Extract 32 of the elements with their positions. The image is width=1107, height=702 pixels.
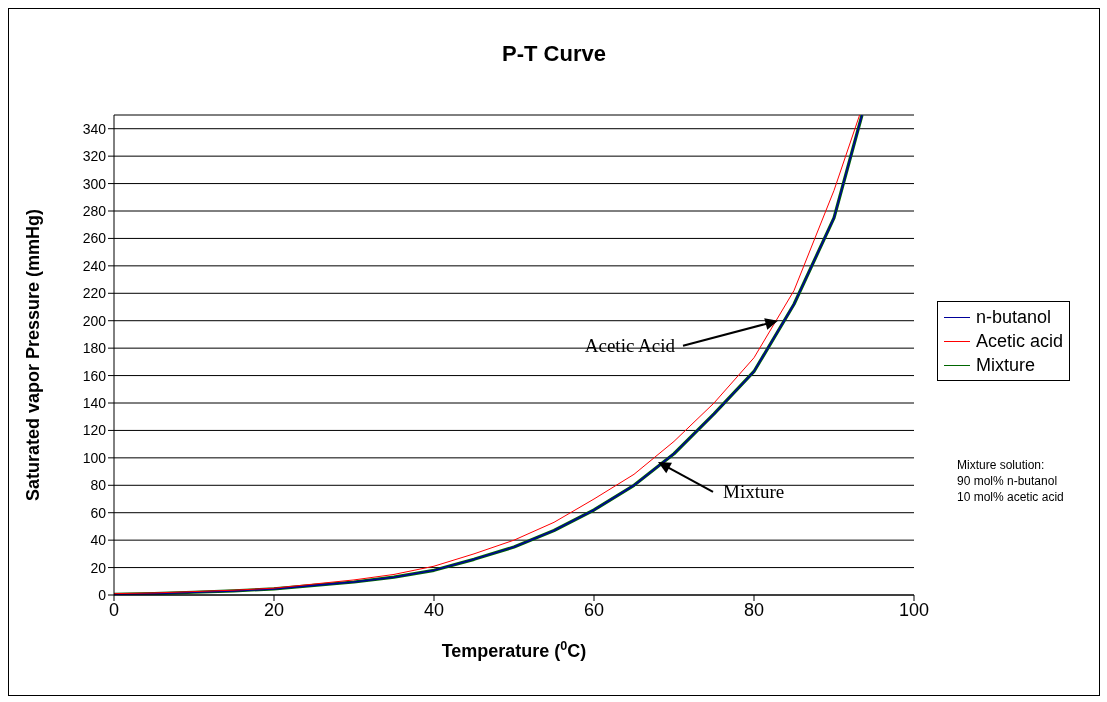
x-tick-label: 20 bbox=[263, 599, 285, 620]
y-tick-label: 0 bbox=[98, 586, 107, 603]
x-axis-title: Temperature ($^{0}$C) bbox=[441, 639, 587, 661]
text: Mixture solution: 90 mol% n-butanol 10 mol% acetic acid bbox=[957, 457, 1064, 505]
y-tick-label: 20 bbox=[90, 559, 107, 576]
y-tick-label: 140 bbox=[82, 394, 107, 411]
y-tick-label: 160 bbox=[82, 367, 107, 384]
y-tick-label: 220 bbox=[82, 285, 107, 302]
y-tick-label: 320 bbox=[82, 148, 107, 165]
x-tick-label: 80 bbox=[743, 599, 765, 620]
y-tick-label: 340 bbox=[82, 120, 107, 137]
y-tick-label: 240 bbox=[82, 257, 107, 274]
legend-label: Mixture bbox=[976, 354, 1036, 377]
y-tick-label: 80 bbox=[90, 477, 107, 494]
y-tick-label: 200 bbox=[82, 312, 107, 329]
legend-label: Acetic acid bbox=[976, 330, 1064, 353]
x-tick-label: 0 bbox=[108, 599, 120, 620]
y-tick-label: 260 bbox=[82, 230, 107, 247]
legend-label: n-butanol bbox=[976, 306, 1052, 329]
x-tick-label: 60 bbox=[583, 599, 605, 620]
chart-title: P-T Curve bbox=[501, 41, 607, 67]
y-tick-label: 280 bbox=[82, 202, 107, 219]
y-tick-label: 100 bbox=[82, 449, 107, 466]
y-axis-title: Saturated vapor Pressure (mmHg) bbox=[23, 208, 43, 502]
x-tick-label: 40 bbox=[423, 599, 445, 620]
x-tick-label: 100 bbox=[898, 599, 930, 620]
y-tick-label: 180 bbox=[82, 340, 107, 357]
y-tick-label: 60 bbox=[90, 504, 107, 521]
annotation: Mixture bbox=[723, 480, 785, 502]
y-tick-label: 300 bbox=[82, 175, 107, 192]
y-tick-label: 40 bbox=[90, 532, 107, 549]
y-tick-label: 120 bbox=[82, 422, 107, 439]
